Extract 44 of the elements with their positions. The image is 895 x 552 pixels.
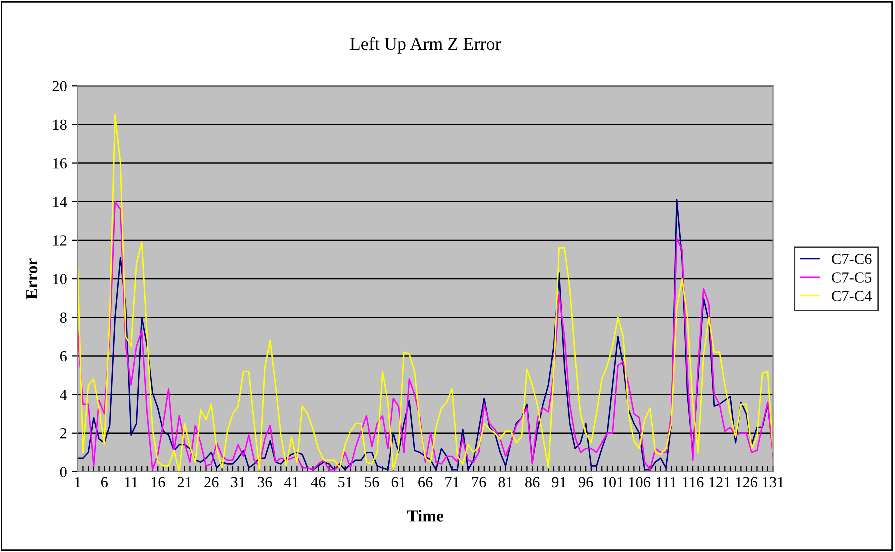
x-tick-label: 81 xyxy=(498,477,513,488)
x-tick-label: 101 xyxy=(602,477,624,488)
y-axis-title: Error xyxy=(26,258,38,300)
y-tick-label: 10 xyxy=(54,274,67,284)
x-tick-label: 76 xyxy=(472,477,486,488)
y-tick-label: 2 xyxy=(60,428,67,439)
x-tick-label: 6 xyxy=(101,477,108,488)
legend-label: C7-C6 xyxy=(832,254,872,264)
y-tick-label: 8 xyxy=(60,312,67,324)
y-tick-label: 14 xyxy=(54,197,68,208)
x-tick-label: 96 xyxy=(578,477,594,488)
y-tick-label: 18 xyxy=(54,120,67,130)
x-tick-label: 56 xyxy=(365,477,380,488)
y-tick-label: 6 xyxy=(60,351,67,362)
x-tick-label: 126 xyxy=(736,477,758,488)
x-tick-label: 26 xyxy=(204,477,219,488)
x-axis-title: Time xyxy=(407,510,444,522)
x-tick-label: 36 xyxy=(258,477,272,488)
x-tick-label: 46 xyxy=(311,477,326,488)
legend-label: C7-C5 xyxy=(832,272,872,283)
x-tick-label: 106 xyxy=(629,477,651,488)
x-tick-label: 66 xyxy=(418,477,433,488)
legend-label: C7-C4 xyxy=(832,291,872,302)
x-tick-label: 61 xyxy=(392,477,406,488)
x-tick-label: 11 xyxy=(125,477,138,488)
x-tick-label: 31 xyxy=(231,477,246,488)
y-tick-label: 20 xyxy=(52,81,67,92)
chart-title: Left Up Arm Z Error xyxy=(350,37,502,54)
x-tick-label: 41 xyxy=(284,477,299,488)
x-tick-label: 1 xyxy=(75,477,81,488)
x-tick-label: 21 xyxy=(178,477,192,488)
x-tick-label: 51 xyxy=(338,477,352,488)
y-tick-label: 16 xyxy=(54,158,67,169)
x-tick-label: 71 xyxy=(446,477,460,488)
y-tick-label: 12 xyxy=(54,236,67,246)
x-tick-label: 86 xyxy=(526,477,540,488)
x-tick-label: 116 xyxy=(683,477,704,488)
x-tick-label: 91 xyxy=(552,477,566,488)
x-tick-label: 121 xyxy=(710,477,730,488)
y-tick-label: 4 xyxy=(60,390,68,400)
x-tick-label: 16 xyxy=(152,477,166,488)
x-tick-label: 131 xyxy=(763,477,784,488)
y-tick-label: 0 xyxy=(60,467,67,478)
x-tick-label: 111 xyxy=(656,477,676,488)
